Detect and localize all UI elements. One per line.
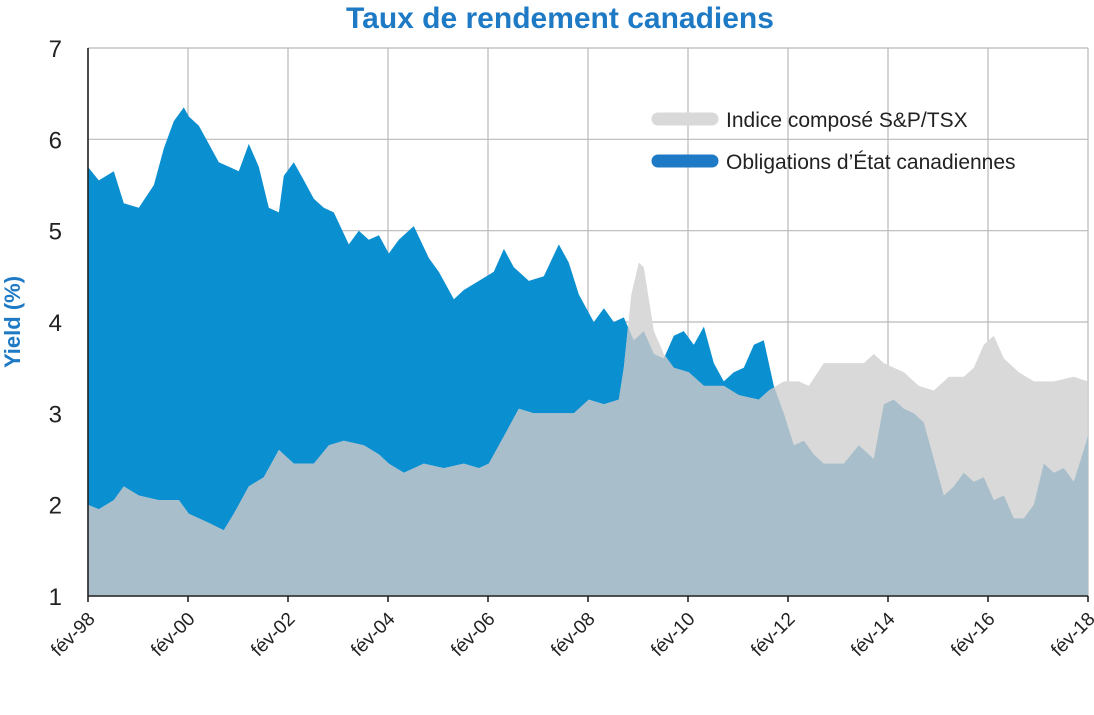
- y-tick-label: 1: [49, 584, 62, 611]
- x-tick-label: fév-16: [947, 609, 999, 661]
- y-tick-label: 6: [49, 127, 62, 154]
- x-tick-label: fév-98: [47, 609, 99, 661]
- y-tick-label: 7: [49, 36, 62, 63]
- series-areas: [87, 107, 1088, 597]
- x-tick-label: fév-06: [447, 609, 499, 661]
- series-area-overlap: [87, 262, 1088, 596]
- y-tick-label: 5: [49, 219, 62, 246]
- x-tick-label: fév-10: [647, 609, 699, 661]
- x-tick-labels: fév-98 fév-00 fév-02 fév-04 fév-06 fév-08 fév-…: [47, 608, 1094, 660]
- y-tick-label: 2: [49, 493, 62, 520]
- x-tick-label: fév-04: [347, 608, 399, 660]
- x-tick-label: fév-18: [1047, 609, 1094, 661]
- legend-label-tsx: Indice composé S&P/TSX: [726, 109, 968, 132]
- y-axis-label: Yield (%): [0, 276, 25, 368]
- chart-title: Taux de rendement canadiens: [346, 2, 774, 35]
- x-tick-label: fév-02: [247, 609, 299, 661]
- legend-label-bonds: Obligations d’État canadiennes: [726, 151, 1016, 174]
- x-tick-label: fév-00: [147, 609, 199, 661]
- y-tick-labels: 1 2 3 4 5 6 7: [49, 36, 62, 611]
- axes: [87, 48, 1089, 602]
- x-tick-label: fév-08: [547, 609, 599, 661]
- y-tick-label: 3: [49, 401, 62, 428]
- x-tick-label: fév-12: [747, 609, 799, 661]
- x-tick-label: fév-14: [847, 608, 899, 660]
- legend: Indice composé S&P/TSX Obligations d’Éta…: [651, 109, 1016, 174]
- y-tick-label: 4: [49, 310, 62, 337]
